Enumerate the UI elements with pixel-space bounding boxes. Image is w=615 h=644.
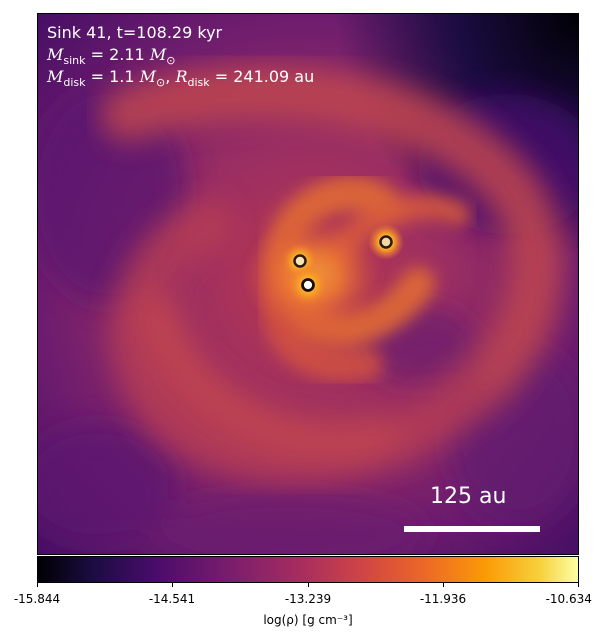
density-image [38,14,578,554]
colorbar-tick [308,583,309,587]
colorbar-tick-label: -13.239 [284,592,332,606]
sink-title: Sink 41, t=108.29 kyr [47,23,223,42]
sink-mass-value: 2.11 [109,45,145,64]
colorbar-tick-label: -14.541 [148,592,196,606]
scalebar-label: 125 au [430,484,507,509]
colorbar-tick [578,583,579,587]
colorbar-tick [172,583,173,587]
colorbar-label: log(ρ) [g cm⁻³] [263,613,353,627]
colorbar-tick [37,583,38,587]
sink-mass-label: Msink = 2.11 M⊙ [47,45,176,68]
colorbar-tick-label: -11.936 [419,592,467,606]
sink-a-marker [293,254,307,268]
density-map: Sink 41, t=108.29 kyr Msink = 2.11 M⊙ Md… [37,13,579,555]
colorbar-tick-label: -10.634 [545,592,592,606]
disk-mass-value: 1.1 [109,67,135,86]
disk-radius-value: 241.09 [233,67,290,86]
colorbar-tick-label: -15.844 [13,592,61,606]
sink-b-marker [301,278,315,292]
disk-properties-label: Mdisk = 1.1 M⊙, Rdisk = 241.09 au [47,67,315,90]
colorbar-tick [443,583,444,587]
scalebar [404,526,540,532]
colorbar [37,556,579,583]
sink-c-marker [379,235,393,249]
